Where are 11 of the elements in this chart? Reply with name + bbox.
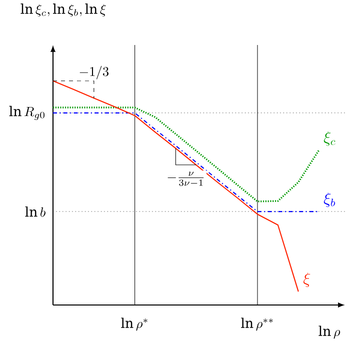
- ref-line-label: $\ln b$: [25, 206, 46, 217]
- annotation: $-\frac{\nu}{3\nu-1}$: [168, 172, 204, 186]
- x-tick-label: $\ln\rho^{**}$: [241, 318, 273, 331]
- text: $-1/3$: [80, 66, 109, 80]
- series-label: $\xi_b$: [324, 192, 336, 207]
- x-axis-title: $\ln\rho$: [318, 326, 340, 339]
- ref-line-label: $\ln R_{g0}$: [9, 106, 44, 120]
- y-axis-title: $\ln\xi_c, \ln\xi_b, \ln\xi$: [20, 4, 106, 16]
- series-label: $\xi_c$: [324, 131, 336, 146]
- x-tick-label: $\ln\rho^*$: [121, 318, 148, 331]
- series-label: $\xi$: [303, 272, 310, 287]
